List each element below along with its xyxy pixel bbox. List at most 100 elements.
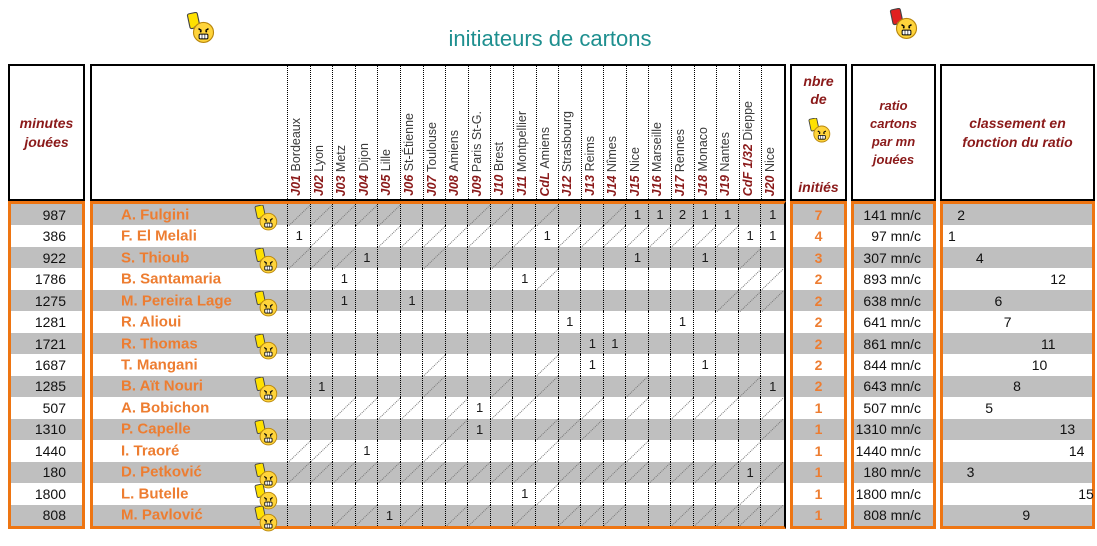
grid-cell[interactable] — [737, 375, 762, 398]
grid-cell[interactable] — [287, 375, 311, 398]
player-name[interactable]: F. El Melali — [121, 227, 197, 245]
player-name[interactable]: M. Pereira Lage — [121, 292, 232, 310]
grid-cell[interactable] — [444, 204, 469, 226]
grid-cell[interactable] — [557, 418, 582, 441]
grid-cell[interactable] — [309, 418, 334, 441]
grid-cell[interactable] — [354, 504, 379, 526]
grid-cell[interactable] — [625, 354, 649, 376]
grid-cell[interactable]: 1 — [332, 268, 356, 290]
grid-cell[interactable] — [354, 461, 379, 484]
grid-cell[interactable] — [602, 354, 627, 376]
grid-cell[interactable] — [489, 268, 514, 290]
grid-cell[interactable] — [535, 354, 559, 376]
grid-cell[interactable] — [602, 311, 627, 333]
grid-cell[interactable] — [287, 440, 311, 462]
grid-cell[interactable] — [309, 461, 334, 484]
player-name[interactable]: L. Butelle — [121, 485, 189, 503]
column-header-CdF132[interactable]: CdF 1/32 Dieppe — [738, 66, 763, 199]
minutes-played-value[interactable]: 1281 — [34, 314, 66, 331]
minutes-played-value[interactable]: 1440 — [34, 442, 66, 459]
grid-cell[interactable] — [647, 397, 672, 419]
grid-cell[interactable] — [670, 289, 694, 312]
column-header-J15[interactable]: J15 Nice — [625, 66, 650, 199]
grid-cell[interactable] — [557, 204, 582, 226]
grid-cell[interactable] — [625, 483, 649, 505]
grid-cell[interactable] — [309, 440, 334, 462]
column-header-J01[interactable]: J01 Bordeaux — [287, 66, 311, 199]
grid-cell[interactable] — [737, 311, 762, 333]
grid-cell[interactable] — [535, 246, 559, 269]
ratio-value[interactable]: 141 mn/c — [863, 206, 921, 223]
minutes-played-value[interactable]: 987 — [42, 206, 66, 223]
grid-cell[interactable]: 1 — [647, 204, 672, 226]
grid-cell[interactable]: 1 — [692, 204, 717, 226]
grid-cell[interactable] — [670, 440, 694, 462]
grid-cell[interactable] — [512, 375, 536, 398]
ratio-value[interactable]: 638 mn/c — [863, 292, 921, 309]
grid-cell[interactable]: 1 — [602, 332, 627, 355]
cards-count-value[interactable]: 2 — [814, 314, 823, 331]
grid-cell[interactable] — [399, 461, 424, 484]
grid-cell[interactable] — [399, 504, 424, 526]
grid-cell[interactable] — [399, 397, 424, 419]
grid-cell[interactable] — [625, 504, 649, 526]
grid-cell[interactable] — [489, 311, 514, 333]
grid-cell[interactable]: 1 — [737, 225, 762, 247]
grid-cell[interactable] — [602, 461, 627, 484]
grid-cell[interactable] — [557, 440, 582, 462]
grid-cell[interactable] — [422, 225, 446, 247]
cards-count-value[interactable]: 1 — [814, 485, 823, 502]
grid-cell[interactable] — [580, 311, 604, 333]
grid-cell[interactable] — [715, 418, 739, 441]
grid-cell[interactable] — [377, 397, 401, 419]
grid-cell[interactable] — [332, 204, 356, 226]
grid-cell[interactable] — [760, 289, 784, 312]
grid-cell[interactable] — [535, 504, 559, 526]
player-name[interactable]: T. Mangani — [121, 356, 198, 374]
column-header-J20[interactable]: J20 Nice — [761, 66, 785, 199]
grid-cell[interactable] — [647, 311, 672, 333]
cards-count-value[interactable]: 1 — [814, 464, 823, 481]
grid-cell[interactable] — [332, 418, 356, 441]
grid-cell[interactable] — [287, 289, 311, 312]
grid-cell[interactable] — [692, 418, 717, 441]
player-name[interactable]: I. Traoré — [121, 442, 180, 460]
grid-cell[interactable] — [760, 246, 784, 269]
grid-cell[interactable] — [309, 268, 334, 290]
grid-cell[interactable] — [467, 461, 491, 484]
grid-cell[interactable]: 1 — [467, 397, 491, 419]
grid-cell[interactable] — [715, 332, 739, 355]
ratio-value[interactable]: 808 mn/c — [863, 507, 921, 524]
grid-cell[interactable] — [692, 311, 717, 333]
minutes-played-value[interactable]: 1285 — [34, 378, 66, 395]
rank-value[interactable]: 11 — [1041, 335, 1056, 352]
grid-cell[interactable] — [287, 354, 311, 376]
grid-cell[interactable] — [489, 225, 514, 247]
grid-cell[interactable] — [602, 289, 627, 312]
column-header-J04[interactable]: J04 Dijon — [354, 66, 379, 199]
grid-cell[interactable] — [489, 246, 514, 269]
grid-cell[interactable] — [332, 375, 356, 398]
grid-cell[interactable] — [287, 311, 311, 333]
grid-cell[interactable] — [647, 461, 672, 484]
grid-cell[interactable] — [602, 225, 627, 247]
grid-cell[interactable] — [737, 204, 762, 226]
player-name[interactable]: B. Aït Nouri — [121, 377, 203, 395]
grid-cell[interactable]: 1 — [535, 225, 559, 247]
grid-cell[interactable] — [715, 289, 739, 312]
minutes-played-value[interactable]: 386 — [42, 228, 66, 245]
grid-cell[interactable] — [422, 397, 446, 419]
grid-cell[interactable] — [535, 461, 559, 484]
column-header-J05[interactable]: J05 Lille — [377, 66, 401, 199]
grid-cell[interactable]: 1 — [512, 483, 536, 505]
grid-cell[interactable] — [399, 225, 424, 247]
grid-cell[interactable] — [692, 375, 717, 398]
player-name[interactable]: A. Bobichon — [121, 399, 210, 417]
grid-cell[interactable] — [737, 483, 762, 505]
grid-cell[interactable] — [332, 354, 356, 376]
grid-cell[interactable] — [692, 225, 717, 247]
grid-cell[interactable] — [670, 246, 694, 269]
grid-cell[interactable] — [670, 354, 694, 376]
minutes-played-value[interactable]: 808 — [42, 507, 66, 524]
cards-count-value[interactable]: 2 — [814, 292, 823, 309]
